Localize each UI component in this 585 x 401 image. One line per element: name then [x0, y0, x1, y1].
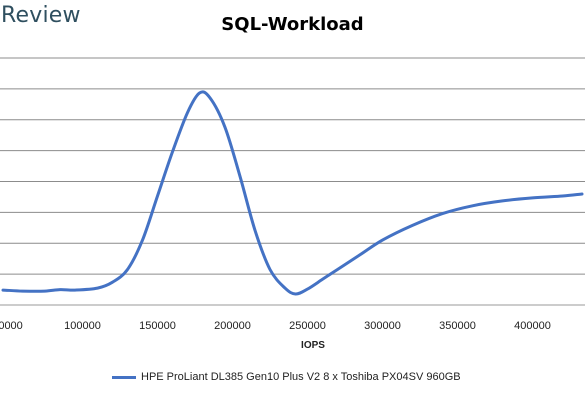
legend-swatch: [112, 375, 136, 379]
x-tick-label: 350000: [439, 320, 476, 332]
brand-wordmark: Review: [1, 3, 81, 28]
x-tick-label: 200000: [214, 320, 251, 332]
x-axis-label: IOPS: [301, 340, 325, 351]
x-tick-label: 150000: [139, 320, 176, 332]
legend-label: HPE ProLiant DL385 Gen10 Plus V2 8 x Tos…: [141, 371, 461, 383]
series-line: [1, 90, 584, 296]
legend: HPE ProLiant DL385 Gen10 Plus V2 8 x Tos…: [112, 371, 461, 383]
x-tick-label: 400000: [514, 320, 551, 332]
chart-title: SQL-Workload: [221, 14, 364, 35]
gridlines: [0, 57, 585, 306]
x-tick-label: 50000: [0, 320, 23, 332]
x-tick-label: 250000: [289, 320, 326, 332]
x-tick-label: 100000: [64, 320, 101, 332]
x-tick-labels: 50000 100000 150000 200000 250000 300000 35000…: [0, 320, 551, 332]
x-tick-label: 300000: [364, 320, 401, 332]
